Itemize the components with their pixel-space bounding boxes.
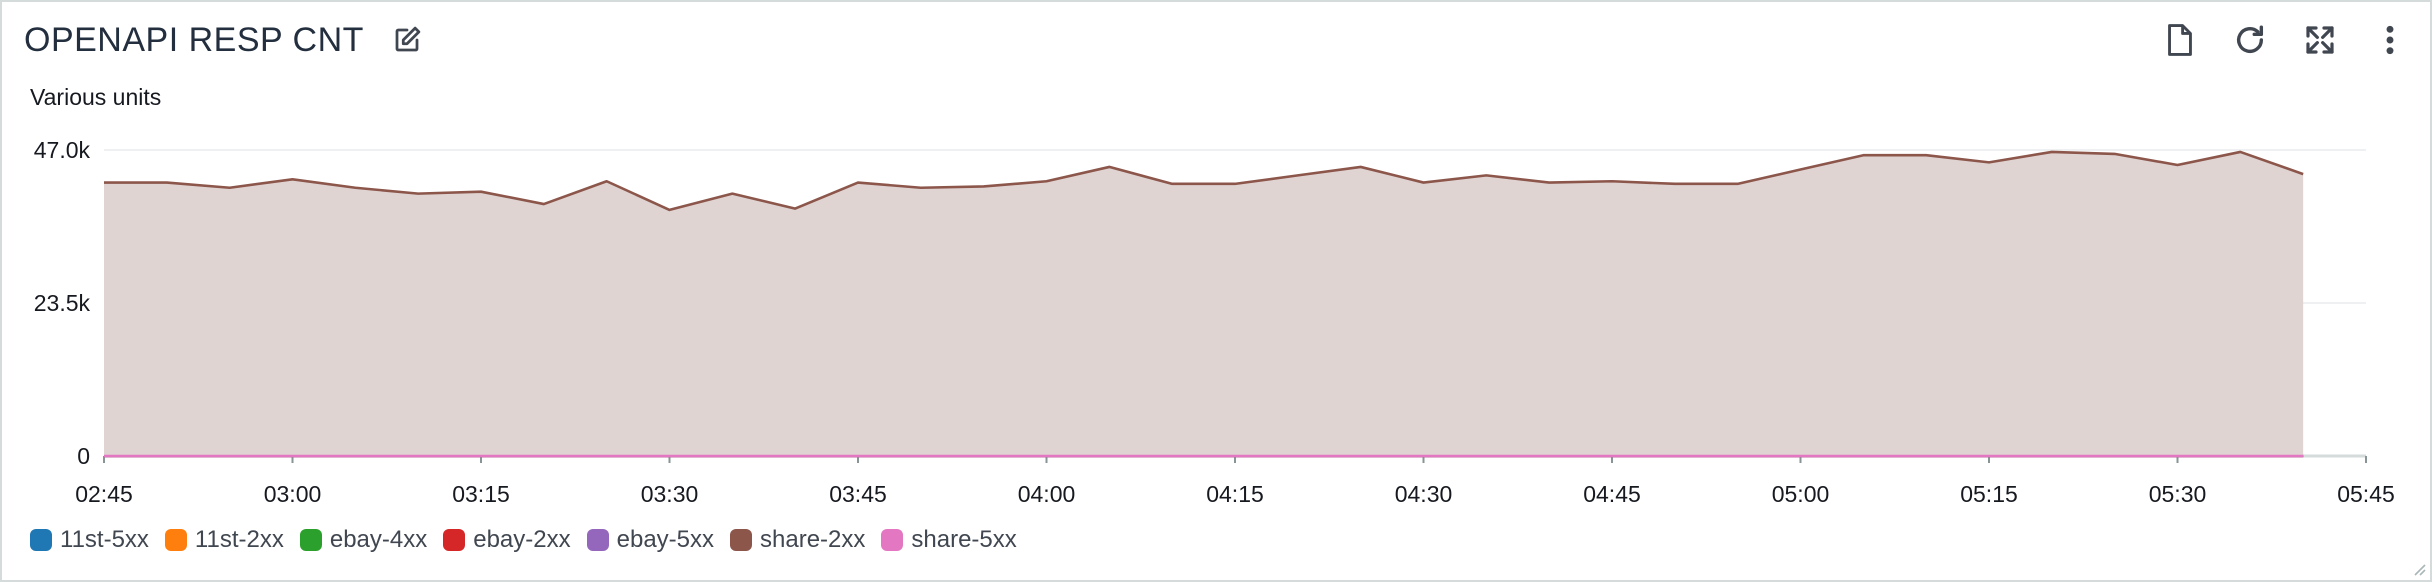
legend-label: share-5xx	[911, 526, 1017, 553]
resize-handle-icon[interactable]	[2410, 560, 2426, 576]
x-tick-label: 04:15	[1206, 481, 1264, 507]
refresh-icon[interactable]	[2230, 20, 2270, 60]
file-icon[interactable]	[2160, 20, 2200, 60]
legend-swatch	[299, 529, 322, 551]
legend-label: 11st-2xx	[194, 526, 284, 553]
x-tick-label: 02:45	[75, 481, 133, 507]
widget-header: OPENAPI RESP CNT	[24, 16, 424, 64]
legend-swatch	[586, 529, 609, 551]
legend-swatch	[730, 529, 753, 551]
x-tick-label: 04:00	[1018, 481, 1076, 507]
legend-label: ebay-2xx	[473, 526, 571, 553]
widget-toolbar	[2160, 16, 2410, 64]
units-label: Various units	[30, 84, 162, 110]
x-tick-label: 03:15	[452, 481, 510, 507]
legend-item[interactable]: 11st-2xx	[164, 526, 284, 554]
legend-label: share-2xx	[760, 526, 866, 553]
x-tick-label: 03:30	[641, 481, 699, 507]
legend-item[interactable]: share-2xx	[730, 526, 865, 554]
x-tick-label: 05:45	[2337, 481, 2395, 507]
legend-swatch	[881, 529, 904, 551]
edit-icon[interactable]	[390, 23, 424, 57]
widget-title: OPENAPI RESP CNT	[24, 20, 364, 59]
legend-item[interactable]: ebay-5xx	[586, 526, 715, 554]
y-tick-label: 23.5k	[34, 290, 91, 316]
chart-legend: 11st-5xx 11st-2xx ebay-4xx ebay-2xx ebay-5xx…	[30, 526, 1017, 554]
series-area-share-2xx	[104, 151, 2304, 456]
legend-label: 11st-5xx	[60, 526, 149, 553]
series-line-share-2xx	[104, 150, 2304, 212]
x-tick-label: 04:45	[1583, 481, 1641, 507]
y-tick-label: 0	[77, 443, 90, 469]
legend-label: ebay-5xx	[616, 526, 715, 553]
expand-icon[interactable]	[2300, 20, 2340, 60]
legend-swatch	[443, 529, 466, 551]
x-tick-label: 04:30	[1395, 481, 1453, 507]
x-tick-label: 05:30	[2149, 481, 2207, 507]
legend-swatch	[30, 529, 52, 551]
legend-label: ebay-4xx	[329, 526, 428, 553]
legend-item[interactable]: ebay-2xx	[443, 526, 571, 554]
legend-item[interactable]: ebay-4xx	[299, 526, 428, 554]
x-tick-label: 03:00	[264, 481, 322, 507]
x-tick-label: 05:15	[1960, 481, 2018, 507]
legend-item[interactable]: share-5xx	[881, 526, 1017, 554]
legend-swatch	[164, 529, 187, 551]
x-tick-label: 03:45	[829, 481, 887, 507]
legend-item[interactable]: 11st-5xx	[30, 526, 149, 554]
x-tick-label: 05:00	[1772, 481, 1830, 507]
more-vertical-icon[interactable]	[2370, 20, 2410, 60]
y-tick-label: 47.0k	[34, 137, 91, 163]
